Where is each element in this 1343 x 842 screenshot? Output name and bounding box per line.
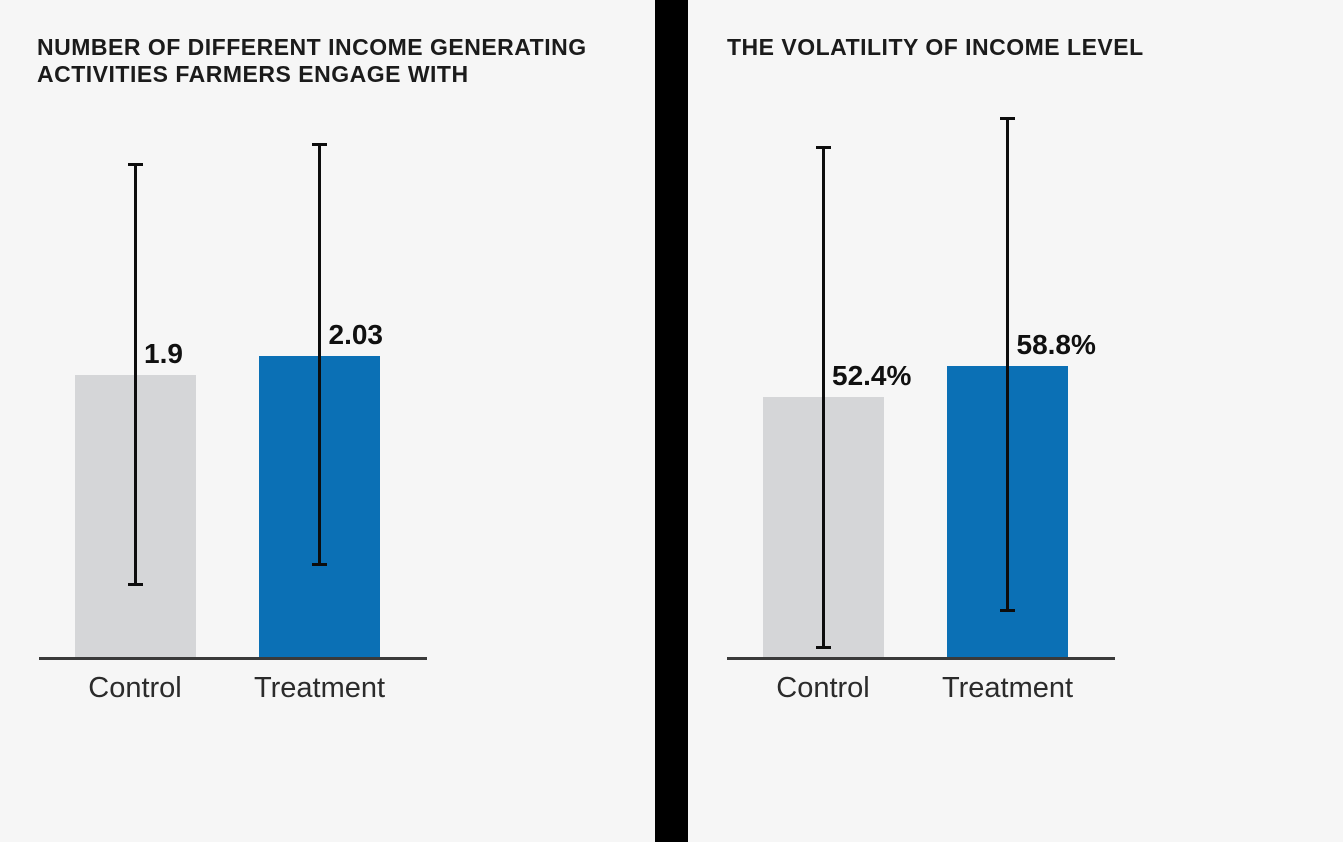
- value-label-control: 52.4%: [832, 360, 912, 392]
- error-cap-bottom-control: [815, 645, 831, 649]
- error-bar-control: [133, 164, 137, 585]
- error-cap-bottom-treatment: [312, 563, 327, 567]
- panel-divider: [655, 0, 688, 842]
- error-bar-treatment: [318, 144, 321, 565]
- chart-title: NUMBER OF DIFFERENT INCOME GENERATING AC…: [37, 34, 587, 87]
- error-cap-bottom-control: [127, 582, 143, 586]
- chart-panel-volatility: THE VOLATILITY OF INCOME LEVEL 52.4% 58.…: [688, 0, 1343, 842]
- error-cap-top-treatment: [312, 143, 327, 147]
- category-label-treatment: Treatment: [941, 672, 1074, 704]
- value-label-treatment: 58.8%: [1016, 328, 1096, 360]
- error-bar-treatment: [1006, 118, 1009, 611]
- x-axis-line: [39, 657, 427, 660]
- chart-title: THE VOLATILITY OF INCOME LEVEL: [727, 34, 1144, 60]
- chart-panel-activities: NUMBER OF DIFFERENT INCOME GENERATING AC…: [0, 0, 655, 842]
- error-bar-control: [821, 147, 825, 647]
- category-label-control: Control: [88, 672, 182, 704]
- error-cap-top-treatment: [1000, 117, 1015, 121]
- error-cap-top-control: [815, 146, 831, 150]
- category-label-treatment: Treatment: [253, 672, 386, 704]
- x-axis-line: [727, 657, 1115, 660]
- error-cap-bottom-treatment: [1000, 608, 1015, 612]
- value-label-control: 1.9: [144, 338, 183, 370]
- value-label-treatment: 2.03: [328, 318, 384, 350]
- error-cap-top-control: [127, 162, 143, 166]
- category-label-control: Control: [776, 672, 870, 704]
